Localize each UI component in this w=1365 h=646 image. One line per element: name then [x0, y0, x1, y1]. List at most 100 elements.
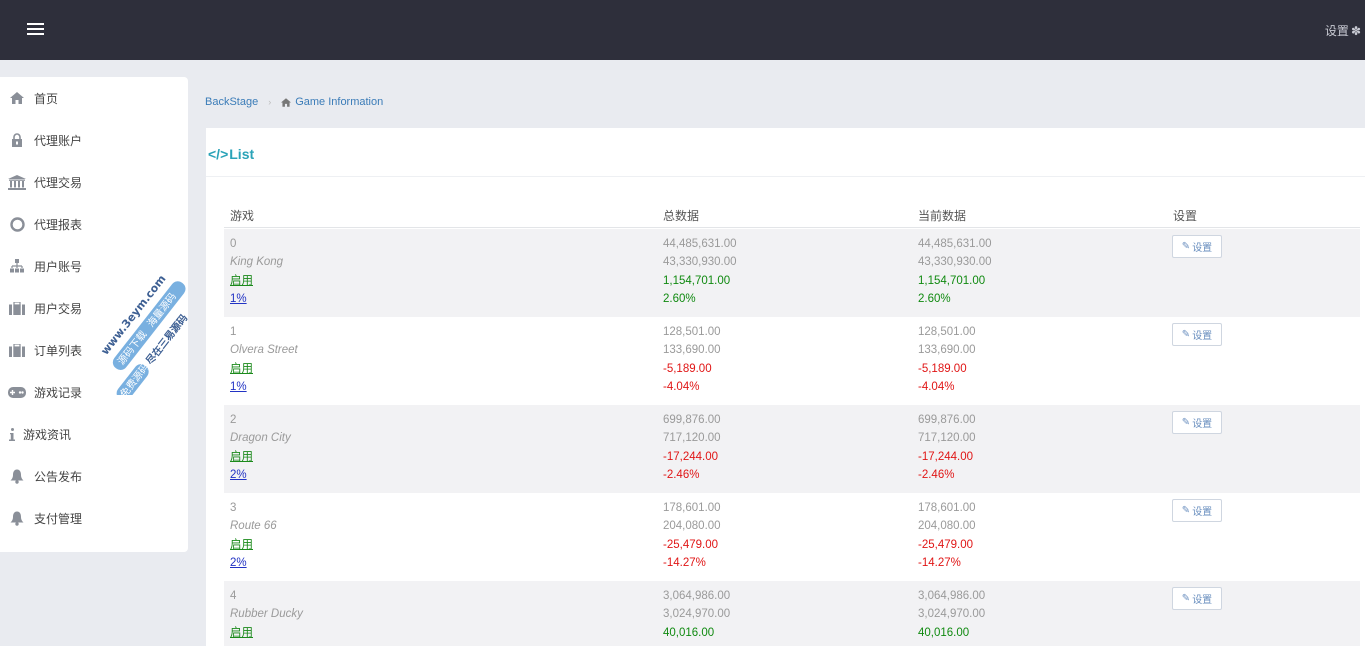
- total-out: 204,080.00: [663, 520, 721, 533]
- table-row: 1 Olvera Street 启用 1% 128,501.00 133,690…: [224, 317, 1360, 405]
- hamburger-icon[interactable]: [27, 22, 44, 36]
- status-toggle-link[interactable]: 启用: [230, 450, 253, 463]
- sidebar-item-home[interactable]: 首页: [0, 83, 188, 113]
- game-id: 4: [230, 590, 237, 602]
- table-row: 0 King Kong 启用 1% 44,485,631.00 43,330,9…: [224, 229, 1360, 317]
- table-row: 3 Route 66 启用 2% 178,601.00 204,080.00 -…: [224, 493, 1360, 581]
- total-profit: 40,016.00: [663, 626, 715, 639]
- current-in: 178,601.00: [918, 502, 976, 514]
- rate-link[interactable]: 1%: [230, 380, 247, 393]
- game-cell: 0 King Kong 启用 1%: [230, 235, 283, 308]
- settings-menu-button[interactable]: 设置 ✽: [1325, 22, 1361, 39]
- game-cell: 1 Olvera Street 启用 1%: [230, 323, 298, 396]
- sidebar-item-payment[interactable]: 支付管理: [0, 503, 188, 533]
- settings-button[interactable]: ✎ 设置: [1172, 235, 1222, 258]
- panel-title-text: List: [229, 146, 255, 162]
- current-out: 204,080.00: [918, 520, 976, 533]
- current-data-cell: 44,485,631.00 43,330,930.00 1,154,701.00…: [918, 235, 992, 308]
- rate-link[interactable]: 2%: [230, 556, 247, 569]
- bank-icon: [8, 174, 26, 190]
- current-profit: 40,016.00: [918, 626, 970, 639]
- current-in: 128,501.00: [918, 326, 976, 338]
- total-in: 699,876.00: [663, 414, 721, 426]
- total-out: 717,120.00: [663, 432, 721, 445]
- briefcase-icon: [8, 343, 26, 357]
- total-profit: -17,244.00: [663, 450, 718, 463]
- edit-icon: ✎: [1181, 417, 1191, 428]
- total-in: 128,501.00: [663, 326, 721, 338]
- sidebar-item-user-trade[interactable]: 用户交易: [0, 293, 188, 323]
- settings-button[interactable]: ✎ 设置: [1172, 323, 1222, 346]
- sidebar-item-game-records[interactable]: 游戏记录: [0, 377, 188, 407]
- settings-button[interactable]: ✎ 设置: [1172, 499, 1222, 522]
- total-in: 3,064,986.00: [663, 590, 731, 602]
- gamepad-icon: [8, 386, 26, 398]
- current-data-cell: 178,601.00 204,080.00 -25,479.00 -14.27%: [918, 499, 976, 572]
- game-name: Rubber Ducky: [230, 608, 303, 621]
- divider: [206, 176, 1365, 177]
- sidebar-item-label: 公告发布: [34, 469, 83, 484]
- sidebar-item-label: 游戏记录: [34, 385, 83, 400]
- total-data-cell: 44,485,631.00 43,330,930.00 1,154,701.00…: [663, 235, 737, 308]
- breadcrumb: BackStage › Game Information: [205, 96, 383, 108]
- current-out: 133,690.00: [918, 344, 976, 357]
- current-percent: -2.46%: [918, 468, 955, 481]
- sidebar-item-label: 游戏资讯: [23, 427, 72, 442]
- sidebar: 首页 代理账户 代理交易 代理报表 用户账号 用户交易 订单列表: [0, 77, 188, 552]
- lock-icon: [8, 133, 26, 147]
- divider: [224, 227, 1360, 228]
- status-toggle-link[interactable]: 启用: [230, 626, 253, 639]
- status-toggle-link[interactable]: 启用: [230, 538, 253, 551]
- total-percent: -4.04%: [663, 380, 700, 393]
- breadcrumb-root-link[interactable]: BackStage: [205, 96, 259, 108]
- settings-button[interactable]: ✎ 设置: [1172, 411, 1222, 434]
- settings-button-label: 设置: [1192, 331, 1213, 342]
- game-id: 2: [230, 414, 237, 426]
- home-icon: [281, 97, 292, 107]
- sidebar-item-order-list[interactable]: 订单列表: [0, 335, 188, 365]
- bell-icon: [8, 469, 26, 484]
- total-out: 3,024,970.00: [663, 608, 731, 621]
- game-id: 1: [230, 326, 237, 338]
- status-toggle-link[interactable]: 启用: [230, 362, 253, 375]
- gear-icon: ✽: [1350, 23, 1361, 38]
- sidebar-item-agent-account[interactable]: 代理账户: [0, 125, 188, 155]
- rate-link[interactable]: 2%: [230, 468, 247, 481]
- settings-button[interactable]: ✎ 设置: [1172, 587, 1222, 610]
- sidebar-item-agent-trade[interactable]: 代理交易: [0, 167, 188, 197]
- current-out: 3,024,970.00: [918, 608, 986, 621]
- status-toggle-link[interactable]: 启用: [230, 274, 253, 287]
- current-profit: -17,244.00: [918, 450, 973, 463]
- lifebuoy-icon: [8, 216, 26, 232]
- breadcrumb-current: Game Information: [295, 96, 384, 108]
- current-data-cell: 128,501.00 133,690.00 -5,189.00 -4.04%: [918, 323, 976, 396]
- info-icon: [8, 427, 16, 441]
- game-name: Olvera Street: [230, 344, 298, 357]
- sidebar-item-agent-report[interactable]: 代理报表: [0, 209, 188, 239]
- total-profit: -25,479.00: [663, 538, 718, 551]
- rate-link[interactable]: 1%: [230, 292, 247, 305]
- current-data-cell: 699,876.00 717,120.00 -17,244.00 -2.46%: [918, 411, 976, 484]
- column-header-game: 游戏: [230, 209, 255, 223]
- sidebar-item-game-news[interactable]: 游戏资讯: [0, 419, 188, 449]
- current-in: 3,064,986.00: [918, 590, 986, 602]
- total-percent: 2.60%: [663, 292, 696, 305]
- sidebar-item-user-account[interactable]: 用户账号: [0, 251, 188, 281]
- current-percent: -14.27%: [918, 556, 961, 569]
- sitemap-icon: [8, 259, 26, 273]
- total-out: 133,690.00: [663, 344, 721, 357]
- panel-title: </> List: [208, 146, 254, 162]
- current-percent: -4.04%: [918, 380, 955, 393]
- total-in: 44,485,631.00: [663, 238, 737, 250]
- sidebar-item-announcement[interactable]: 公告发布: [0, 461, 188, 491]
- total-in: 178,601.00: [663, 502, 721, 514]
- total-percent: -14.27%: [663, 556, 706, 569]
- game-name: Dragon City: [230, 432, 291, 445]
- game-name: Route 66: [230, 520, 277, 533]
- top-navbar: 设置 ✽: [0, 0, 1365, 60]
- game-id: 3: [230, 502, 237, 514]
- breadcrumb-separator: ›: [268, 97, 272, 107]
- current-out: 717,120.00: [918, 432, 976, 445]
- sidebar-item-label: 用户账号: [34, 259, 83, 274]
- column-header-settings: 设置: [1173, 209, 1198, 223]
